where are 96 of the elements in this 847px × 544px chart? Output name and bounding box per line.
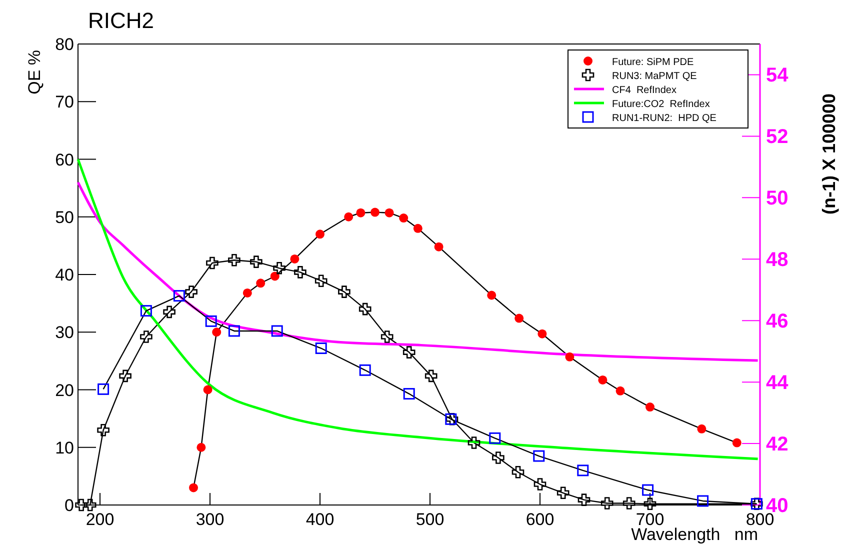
point: [75, 498, 88, 512]
point: [185, 286, 198, 298]
point: [556, 486, 570, 500]
y2-tick-label: 44: [766, 372, 790, 394]
point: [256, 278, 266, 288]
point: [290, 254, 300, 264]
point: [356, 208, 366, 218]
point: [622, 497, 636, 510]
point: [98, 383, 110, 395]
point: [697, 495, 709, 507]
point: [189, 483, 198, 492]
legend-label: RUN3: MaPMT QE: [612, 71, 698, 82]
point: [644, 498, 656, 510]
point: [577, 464, 589, 476]
legend-label: CF4 RefIndex: [612, 85, 676, 96]
legend-label: RUN1-RUN2: HPD QE: [612, 113, 717, 124]
point: [468, 436, 480, 449]
y-tick-label: 40: [55, 266, 74, 284]
point: [228, 325, 240, 337]
point: [578, 494, 590, 506]
y-tick-label: 60: [55, 150, 74, 170]
x-tick-label: 200: [86, 510, 114, 529]
point: [294, 266, 306, 278]
y-axis-title: QE %: [25, 50, 44, 94]
y2-tick-label: 54: [766, 64, 790, 87]
y2-tick-label: 46: [766, 310, 788, 333]
point: [97, 424, 110, 436]
point: [514, 314, 524, 323]
legend-label: Future:CO2 RefIndex: [612, 99, 710, 110]
y-tick-label: 10: [55, 438, 74, 458]
point: [196, 442, 206, 452]
point: [380, 330, 394, 343]
point: [403, 388, 415, 400]
point: [399, 214, 408, 223]
point: [413, 224, 422, 233]
point: [489, 432, 501, 444]
point: [616, 386, 625, 396]
point: [384, 208, 394, 218]
point: [402, 346, 416, 358]
point: [646, 402, 654, 412]
y-tick-label: 50: [55, 208, 74, 227]
point: [533, 450, 545, 462]
point: [315, 342, 327, 354]
point: [642, 484, 654, 496]
y2-tick-label: 52: [766, 126, 788, 148]
legend-label: Future: SiPM PDE: [612, 57, 694, 68]
point: [512, 466, 524, 478]
point: [270, 272, 280, 281]
x-tick-label: 300: [196, 510, 224, 529]
point: [173, 290, 185, 302]
y2-tick-label: 50: [766, 188, 788, 210]
point: [434, 242, 444, 252]
point: [314, 274, 328, 287]
point: [205, 315, 217, 327]
point: [271, 325, 283, 337]
y-tick-label: 20: [55, 380, 74, 400]
point: [598, 375, 608, 384]
point: [316, 230, 324, 239]
point: [84, 498, 96, 512]
point: [600, 497, 614, 510]
x-tick-label: 500: [416, 510, 444, 529]
point: [203, 385, 212, 394]
point: [338, 286, 350, 298]
point: [212, 328, 222, 337]
y2-tick-label: 42: [766, 434, 788, 456]
point: [206, 256, 218, 270]
point: [140, 330, 152, 343]
point: [538, 329, 547, 338]
point: [344, 212, 354, 222]
point: [370, 208, 380, 217]
y-tick-label: 80: [55, 35, 74, 54]
y-tick-label: 0: [64, 496, 74, 515]
point: [534, 478, 546, 490]
x-tick-label: 400: [306, 510, 334, 529]
chart-title: RICH2: [88, 8, 154, 33]
point: [424, 370, 438, 382]
point: [273, 262, 286, 274]
y2-axis-title: (n-1) X 100000: [819, 93, 839, 215]
point: [492, 452, 504, 464]
point: [250, 256, 262, 268]
point: [119, 370, 132, 382]
x-tick-label: 600: [526, 510, 554, 529]
y-tick-label: 30: [55, 323, 74, 342]
point: [697, 424, 706, 434]
point: [487, 290, 496, 300]
point: [358, 302, 372, 316]
point: [242, 288, 252, 298]
point: [565, 352, 574, 362]
point: [228, 254, 240, 266]
y-tick-label: 70: [55, 92, 74, 112]
point: [732, 438, 742, 448]
point: [359, 364, 371, 376]
y2-tick-label: 48: [766, 249, 788, 272]
point: [163, 306, 176, 318]
point: [140, 305, 152, 317]
line-series: [76, 158, 760, 460]
